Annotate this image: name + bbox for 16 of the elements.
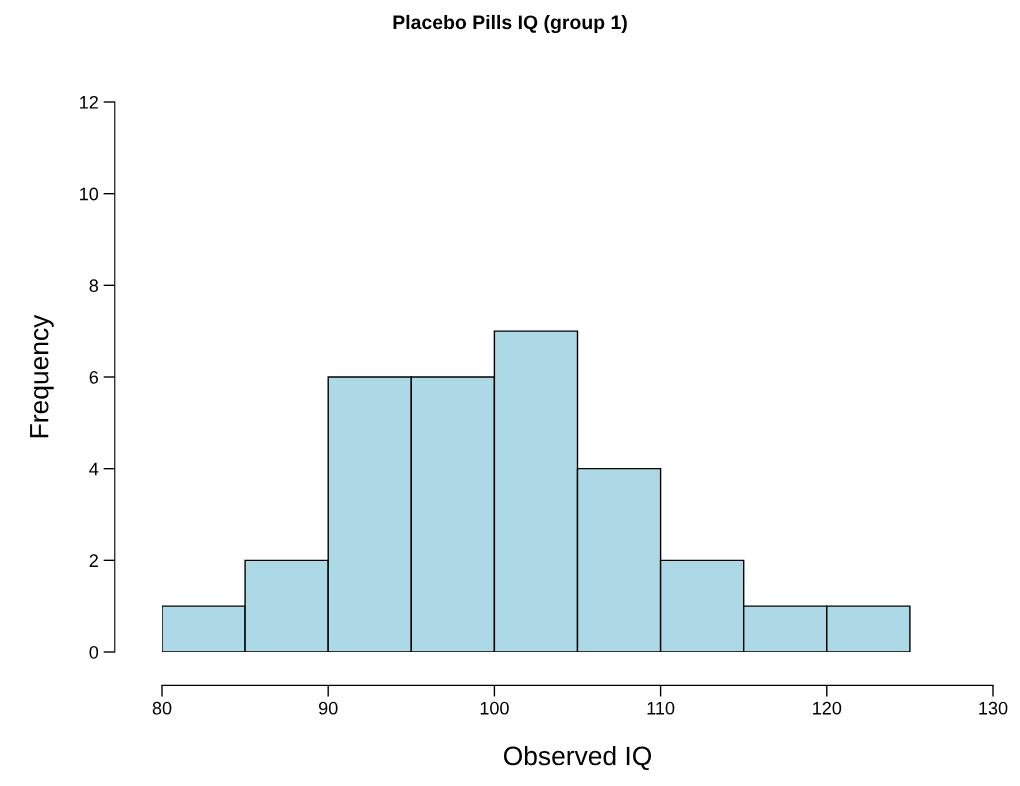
x-tick-label: 80: [152, 701, 172, 715]
y-tick-label: 12: [80, 95, 98, 109]
chart-title: Placebo Pills IQ (group 1): [393, 14, 627, 34]
x-tick-label: 100: [480, 701, 509, 715]
x-axis-title: Observed IQ: [503, 745, 652, 771]
y-tick-label: 8: [89, 279, 99, 293]
y-tick-label: 0: [89, 645, 99, 659]
x-tick-label: 90: [319, 701, 338, 715]
y-tick-label: 10: [80, 187, 99, 201]
x-tick-label: 130: [979, 701, 1008, 715]
y-tick-label: 2: [89, 554, 98, 567]
y-tick-label: 4: [89, 462, 99, 476]
y-tick-label: 6: [89, 370, 99, 384]
x-tick-label: 120: [813, 701, 842, 715]
y-axis-title: Frequency: [30, 314, 54, 438]
x-tick-label: 110: [647, 701, 675, 715]
